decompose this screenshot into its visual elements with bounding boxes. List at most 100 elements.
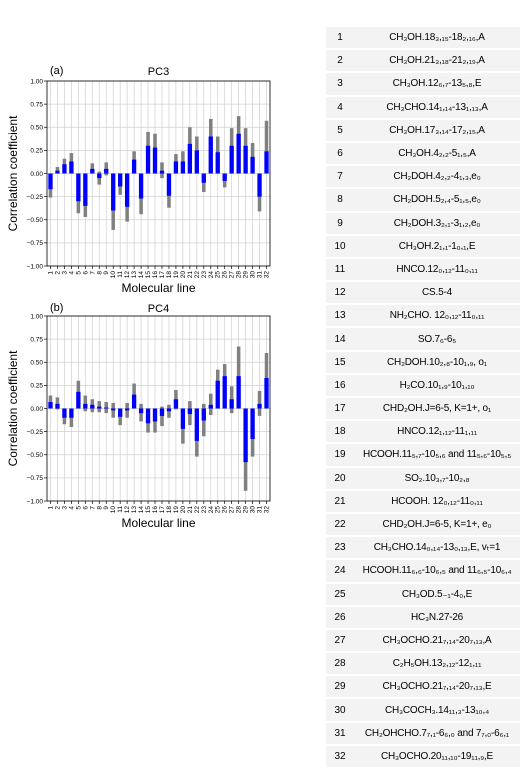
x-tick-label: 23 [201,506,208,514]
molecular-line-label: CH₃CHO.14₀,₁₄-13₀,₁₃,E, vₜ=1 [354,535,520,560]
y-tick-label: −1.00 [27,498,44,505]
molecular-line-label: CH₂DOH.4₂,₂-4₁,₃,e₀ [354,164,520,189]
y-tick-label: −0.50 [27,452,44,459]
x-tick-label: 13 [131,506,138,514]
x-tick-label: 24 [208,271,215,279]
x-tick-label: 10 [110,271,117,279]
table-row: 11 HNCO.12₀,₁₂-11₀,₁₁ [326,256,520,282]
error-bar [118,408,122,426]
error-bar [153,411,157,433]
x-tick-label: 4 [68,506,75,510]
x-tick-label: 25 [215,271,222,279]
molecular-line-label: HNCO.12₀,₁₂-11₀,₁₁ [354,256,520,282]
table-row: 9 CH₂DOH.3₂,₁-3₁,₂,e₀ [326,210,520,235]
x-tick-label: 26 [222,271,229,279]
row-index: 18 [326,419,354,444]
error-bar [181,151,185,170]
molecular-line-label: SO₂.10₃,₇-10₂,₈ [354,465,520,490]
x-tick-label: 13 [131,271,138,279]
molecular-line-label: CH₃OCHO.21₇,₁₄-20₇,₁₃,A [354,627,520,653]
bar [187,408,193,415]
row-index: 32 [326,743,354,767]
error-bar [48,395,53,409]
bar [138,408,144,414]
molecular-line-label: CH₃COCH₃.14₁₁,₃-13₁₀,₄ [354,697,520,722]
y-tick-label: −0.75 [27,240,44,247]
bar [173,161,179,174]
bar [229,145,234,174]
row-index: 27 [326,627,354,653]
bar [257,403,262,409]
bar [229,399,234,409]
bar [55,403,60,409]
error-bar [243,128,248,163]
bar [236,133,241,174]
bar [90,168,95,174]
table-row: 17 CHD₂OH.J=6-5, K=1+, o₁ [326,395,520,421]
x-tick-label: 20 [180,271,187,279]
table-row: 13 NH₂CHO. 12₀,₁₂-11₀,₁₁ [326,303,520,328]
bar [118,408,123,417]
x-tick-label: 1 [47,271,54,275]
x-tick-label: 31 [257,506,264,514]
molecular-line-label: CH₃OH.12₆,₇-13₅,₈,E [354,71,520,96]
y-tick-label: 0.75 [30,336,43,343]
molecular-line-label: HCOOH.11₆,₆-10₆,₅ and 11₆,₅-10₆,₄ [354,558,520,583]
molecular-line-label: HCOOH. 12₀,₁₂-11₀,₁₁ [354,488,520,513]
row-index: 10 [326,233,354,258]
x-tick-label: 4 [68,271,75,275]
table-row: 6 CH₃OH.4₂,₂-5₁,₅,A [326,140,520,166]
y-tick-label: −0.50 [27,217,44,224]
molecular-line-table: 1 CH₃OH.18₃,₁₅-18₂,₁₆,A 2 CH₃OH.21₃,₁₈-21₂,… [326,27,520,767]
x-tick-label: 7 [89,271,96,275]
bar [222,376,227,409]
table-row: 22 CHD₂OH.J=6-5, K=1+, e₀ [326,511,520,537]
x-tick-label: 2 [54,271,61,275]
molecular-line-label: HCOOH.11₅,₇-10₅,₆ and 11₅,₆-10₅,₅ [354,442,520,467]
x-tick-label: 8 [96,506,103,510]
error-bar [236,346,241,400]
bar [166,408,172,412]
error-bar [55,397,60,410]
row-index: 4 [326,94,354,119]
x-axis-label: Molecular line [121,281,195,295]
bar [152,408,158,422]
x-tick-label: 29 [243,506,250,514]
table-row: 15 CH₂DOH.10₂,₈-10₁,₉, o₁ [326,349,520,374]
bar [243,145,248,174]
bar [243,408,248,463]
molecular-line-label: CH₃OCHO.20₁₁,₁₀-19₁₁,₉,E [354,743,520,767]
error-bar [160,406,164,427]
error-bar [195,136,199,164]
row-index: 25 [326,581,354,606]
table-row: 16 H₂CO.10₁,₉-10₁,₁₀ [326,372,520,397]
row-index: 29 [326,674,354,699]
bar [201,173,206,183]
bar [257,173,262,197]
table-row: 18 HNCO.12₁,₁₂-11₁,₁₁ [326,419,520,444]
x-tick-label: 10 [110,506,117,514]
molecular-line-label: CH₂OHCHO.7₇,₁-6₆,₀ and 7₇,₀-6₆,₁ [354,720,520,745]
bar [250,408,255,440]
x-tick-label: 30 [250,271,257,279]
bar [131,394,137,409]
x-tick-label: 27 [229,271,236,279]
bar [194,150,199,174]
x-tick-label: 28 [236,506,243,514]
x-tick-label: 19 [173,271,180,279]
bar [124,173,130,207]
x-tick-label: 16 [152,506,159,514]
error-bar [188,127,192,161]
x-tick-label: 1 [47,506,54,510]
row-index: 31 [326,720,354,745]
error-bar [209,393,213,415]
x-tick-label: 30 [250,506,257,514]
bar [250,156,255,174]
row-index: 1 [326,27,354,50]
molecular-line-label: CH₃OH.17₃,₁₄-17₂,₁₅,A [354,117,520,142]
molecular-line-label: CHD₂OH.J=6-5, K=1+, e₀ [354,511,520,537]
y-tick-label: −0.25 [27,194,44,201]
row-index: 7 [326,164,354,189]
x-tick-label: 9 [103,506,110,510]
y-tick-label: −0.25 [27,429,44,436]
